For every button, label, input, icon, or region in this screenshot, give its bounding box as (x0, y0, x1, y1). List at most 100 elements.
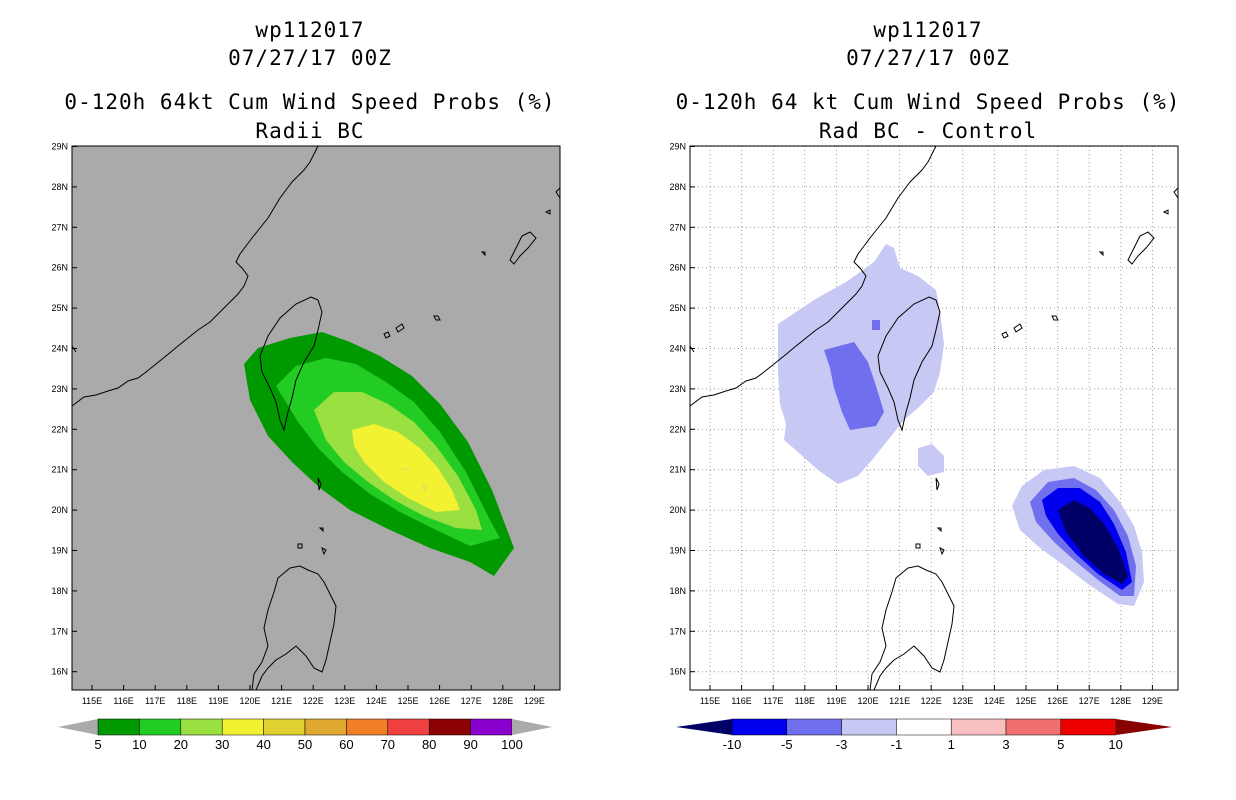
left-lon-label: 122E (303, 696, 324, 706)
left-lat-label: 23N (51, 384, 68, 394)
left-colorbar-label: 5 (94, 737, 101, 752)
right-colorbar-label: -5 (781, 737, 793, 752)
contour-minus3-west (824, 342, 884, 430)
right-lon-label: 115E (700, 696, 720, 706)
left-lat-label: 17N (51, 626, 68, 636)
right-colorbar-label: -3 (836, 737, 848, 752)
left-lon-label: 127E (461, 696, 482, 706)
left-lon-label: 118E (177, 696, 197, 706)
right-lon-label: 119E (826, 696, 846, 706)
right-lat-label: 20N (669, 505, 686, 515)
right-colorbar-swatch (841, 718, 897, 736)
left-lon-label: 124E (366, 696, 387, 706)
left-colorbar-label: 30 (215, 737, 229, 752)
right-lat-label: 23N (669, 384, 686, 394)
right-lat-label: 25N (669, 303, 686, 313)
contour-minus10-east (1058, 500, 1128, 584)
left-lon-label: 119E (208, 696, 228, 706)
left-title-subtitle: Radii BC (255, 119, 365, 143)
right-colorbar-swatch (731, 718, 788, 736)
right-lat-label: 19N (669, 546, 686, 556)
right-lat-label: 17N (669, 626, 686, 636)
right-colorbar-low-arrow (676, 719, 732, 735)
right-colorbar-label: -1 (891, 737, 903, 752)
right-map: 29N 28N 27N 26N 25N 24N 23N 22N 21N 20N 19N 18N 17N 1… (669, 142, 1179, 752)
left-lon-label: 121E (271, 696, 292, 706)
left-lon-label: 116E (113, 696, 133, 706)
left-lon-label: 126E (429, 696, 450, 706)
right-colorbar-swatch (896, 718, 952, 736)
right-lat-labels: 29N 28N 27N 26N 25N 24N 23N 22N 21N 20N 19N 18N 17N 1… (669, 142, 695, 677)
right-lon-label: 127E (1079, 696, 1100, 706)
left-colorbar-label: 50 (298, 737, 312, 752)
left-lat-label: 28N (51, 182, 68, 192)
left-lat-label: 20N (51, 505, 68, 515)
left-colorbar-label: 90 (463, 737, 477, 752)
right-colorbar-label: 5 (1057, 737, 1064, 752)
left-colorbar-swatch (304, 718, 347, 736)
left-lat-label: 29N (51, 142, 68, 152)
left-colorbar: 5 10 20 30 40 50 60 70 80 90 100 (58, 718, 552, 752)
left-lon-label: 123E (334, 696, 355, 706)
left-colorbar-label: 80 (422, 737, 436, 752)
contour-minus1-small (918, 444, 944, 476)
left-colorbar-label: 60 (339, 737, 353, 752)
right-lat-label: 22N (669, 424, 686, 434)
right-lon-label: 117E (763, 696, 783, 706)
left-title-product: 0-120h 64kt Cum Wind Speed Probs (%) (64, 90, 556, 114)
right-colorbar-label: 1 (948, 737, 955, 752)
right-lat-label: 21N (669, 465, 686, 475)
right-lat-label: 26N (669, 263, 686, 273)
right-lon-label: 122E (921, 696, 942, 706)
left-colorbar-low-arrow (58, 719, 98, 735)
right-lon-label: 123E (952, 696, 973, 706)
right-lon-label: 129E (1142, 696, 1163, 706)
left-map: 29N 28N 27N 26N 25N 24N 23N 22N 21N 20N 19N 18N 17N 1… (51, 142, 561, 752)
right-lat-label: 29N (669, 142, 686, 152)
right-title-storm-id: wp112017 (873, 18, 983, 42)
left-lat-label: 21N (51, 465, 68, 475)
left-lat-labels: 29N 28N 27N 26N 25N 24N 23N 22N 21N 20N 19N 18N 17N 1… (51, 142, 77, 677)
left-lat-label: 27N (51, 222, 68, 232)
left-title-date: 07/27/17 00Z (228, 46, 392, 70)
left-lon-label: 128E (492, 696, 513, 706)
left-colorbar-high-arrow (512, 719, 552, 735)
right-lon-label: 125E (1015, 696, 1036, 706)
right-lat-label: 24N (669, 344, 686, 354)
right-colorbar-high-arrow (1116, 719, 1172, 735)
left-lat-label: 18N (51, 586, 68, 596)
contour-30-inner (402, 468, 428, 492)
left-colorbar-swatch (470, 718, 513, 736)
right-colorbar-swatch (1060, 718, 1116, 736)
right-title-product: 0-120h 64 kt Cum Wind Speed Probs (%) (675, 90, 1181, 114)
left-lat-label: 26N (51, 263, 68, 273)
left-lon-labels: 115E 116E 117E 118E 119E 120E 121E 122E 123E 124E… (82, 685, 545, 706)
left-lat-label: 25N (51, 303, 68, 313)
right-lon-label: 121E (889, 696, 910, 706)
right-title-date: 07/27/17 00Z (846, 46, 1010, 70)
right-colorbar-label: 10 (1108, 737, 1122, 752)
right-colorbar-swatch (1005, 718, 1062, 736)
left-lon-label: 115E (82, 696, 102, 706)
right-lat-label: 18N (669, 586, 686, 596)
left-lat-label: 22N (51, 424, 68, 434)
left-colorbar-swatch (346, 718, 389, 736)
left-probability-contours (244, 332, 514, 576)
left-lon-label: 120E (239, 696, 260, 706)
left-lat-label: 24N (51, 344, 68, 354)
right-colorbar-label: -10 (723, 737, 742, 752)
right-lon-label: 128E (1110, 696, 1131, 706)
left-lon-label: 125E (397, 696, 418, 706)
left-colorbar-label: 70 (381, 737, 395, 752)
left-colorbar-swatch (97, 718, 140, 736)
right-lat-label: 28N (669, 182, 686, 192)
right-colorbar-swatch (786, 718, 842, 736)
right-lon-label: 116E (731, 696, 751, 706)
right-title-subtitle: Rad BC - Control (818, 119, 1038, 143)
right-lon-labels: 115E 116E 117E 118E 119E 120E 121E 122E 123E 124E… (700, 685, 1163, 706)
contour-minus3-dot (872, 320, 880, 330)
right-colorbar-label: 3 (1002, 737, 1009, 752)
right-lat-label: 27N (669, 222, 686, 232)
left-colorbar-swatch (428, 718, 471, 736)
right-colorbar-swatch (950, 718, 1007, 736)
